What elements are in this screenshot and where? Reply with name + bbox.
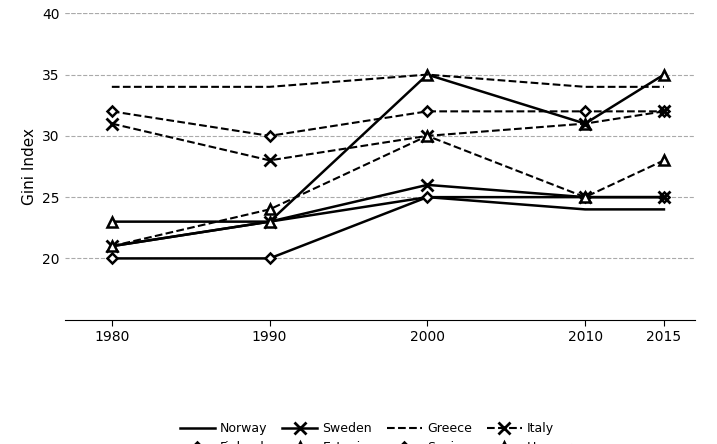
- Legend: Norway, Finland, Sweden, Estonia, Greece, Spain, Italy, Hungary: Norway, Finland, Sweden, Estonia, Greece…: [180, 422, 580, 444]
- Y-axis label: Gini Index: Gini Index: [22, 128, 37, 205]
